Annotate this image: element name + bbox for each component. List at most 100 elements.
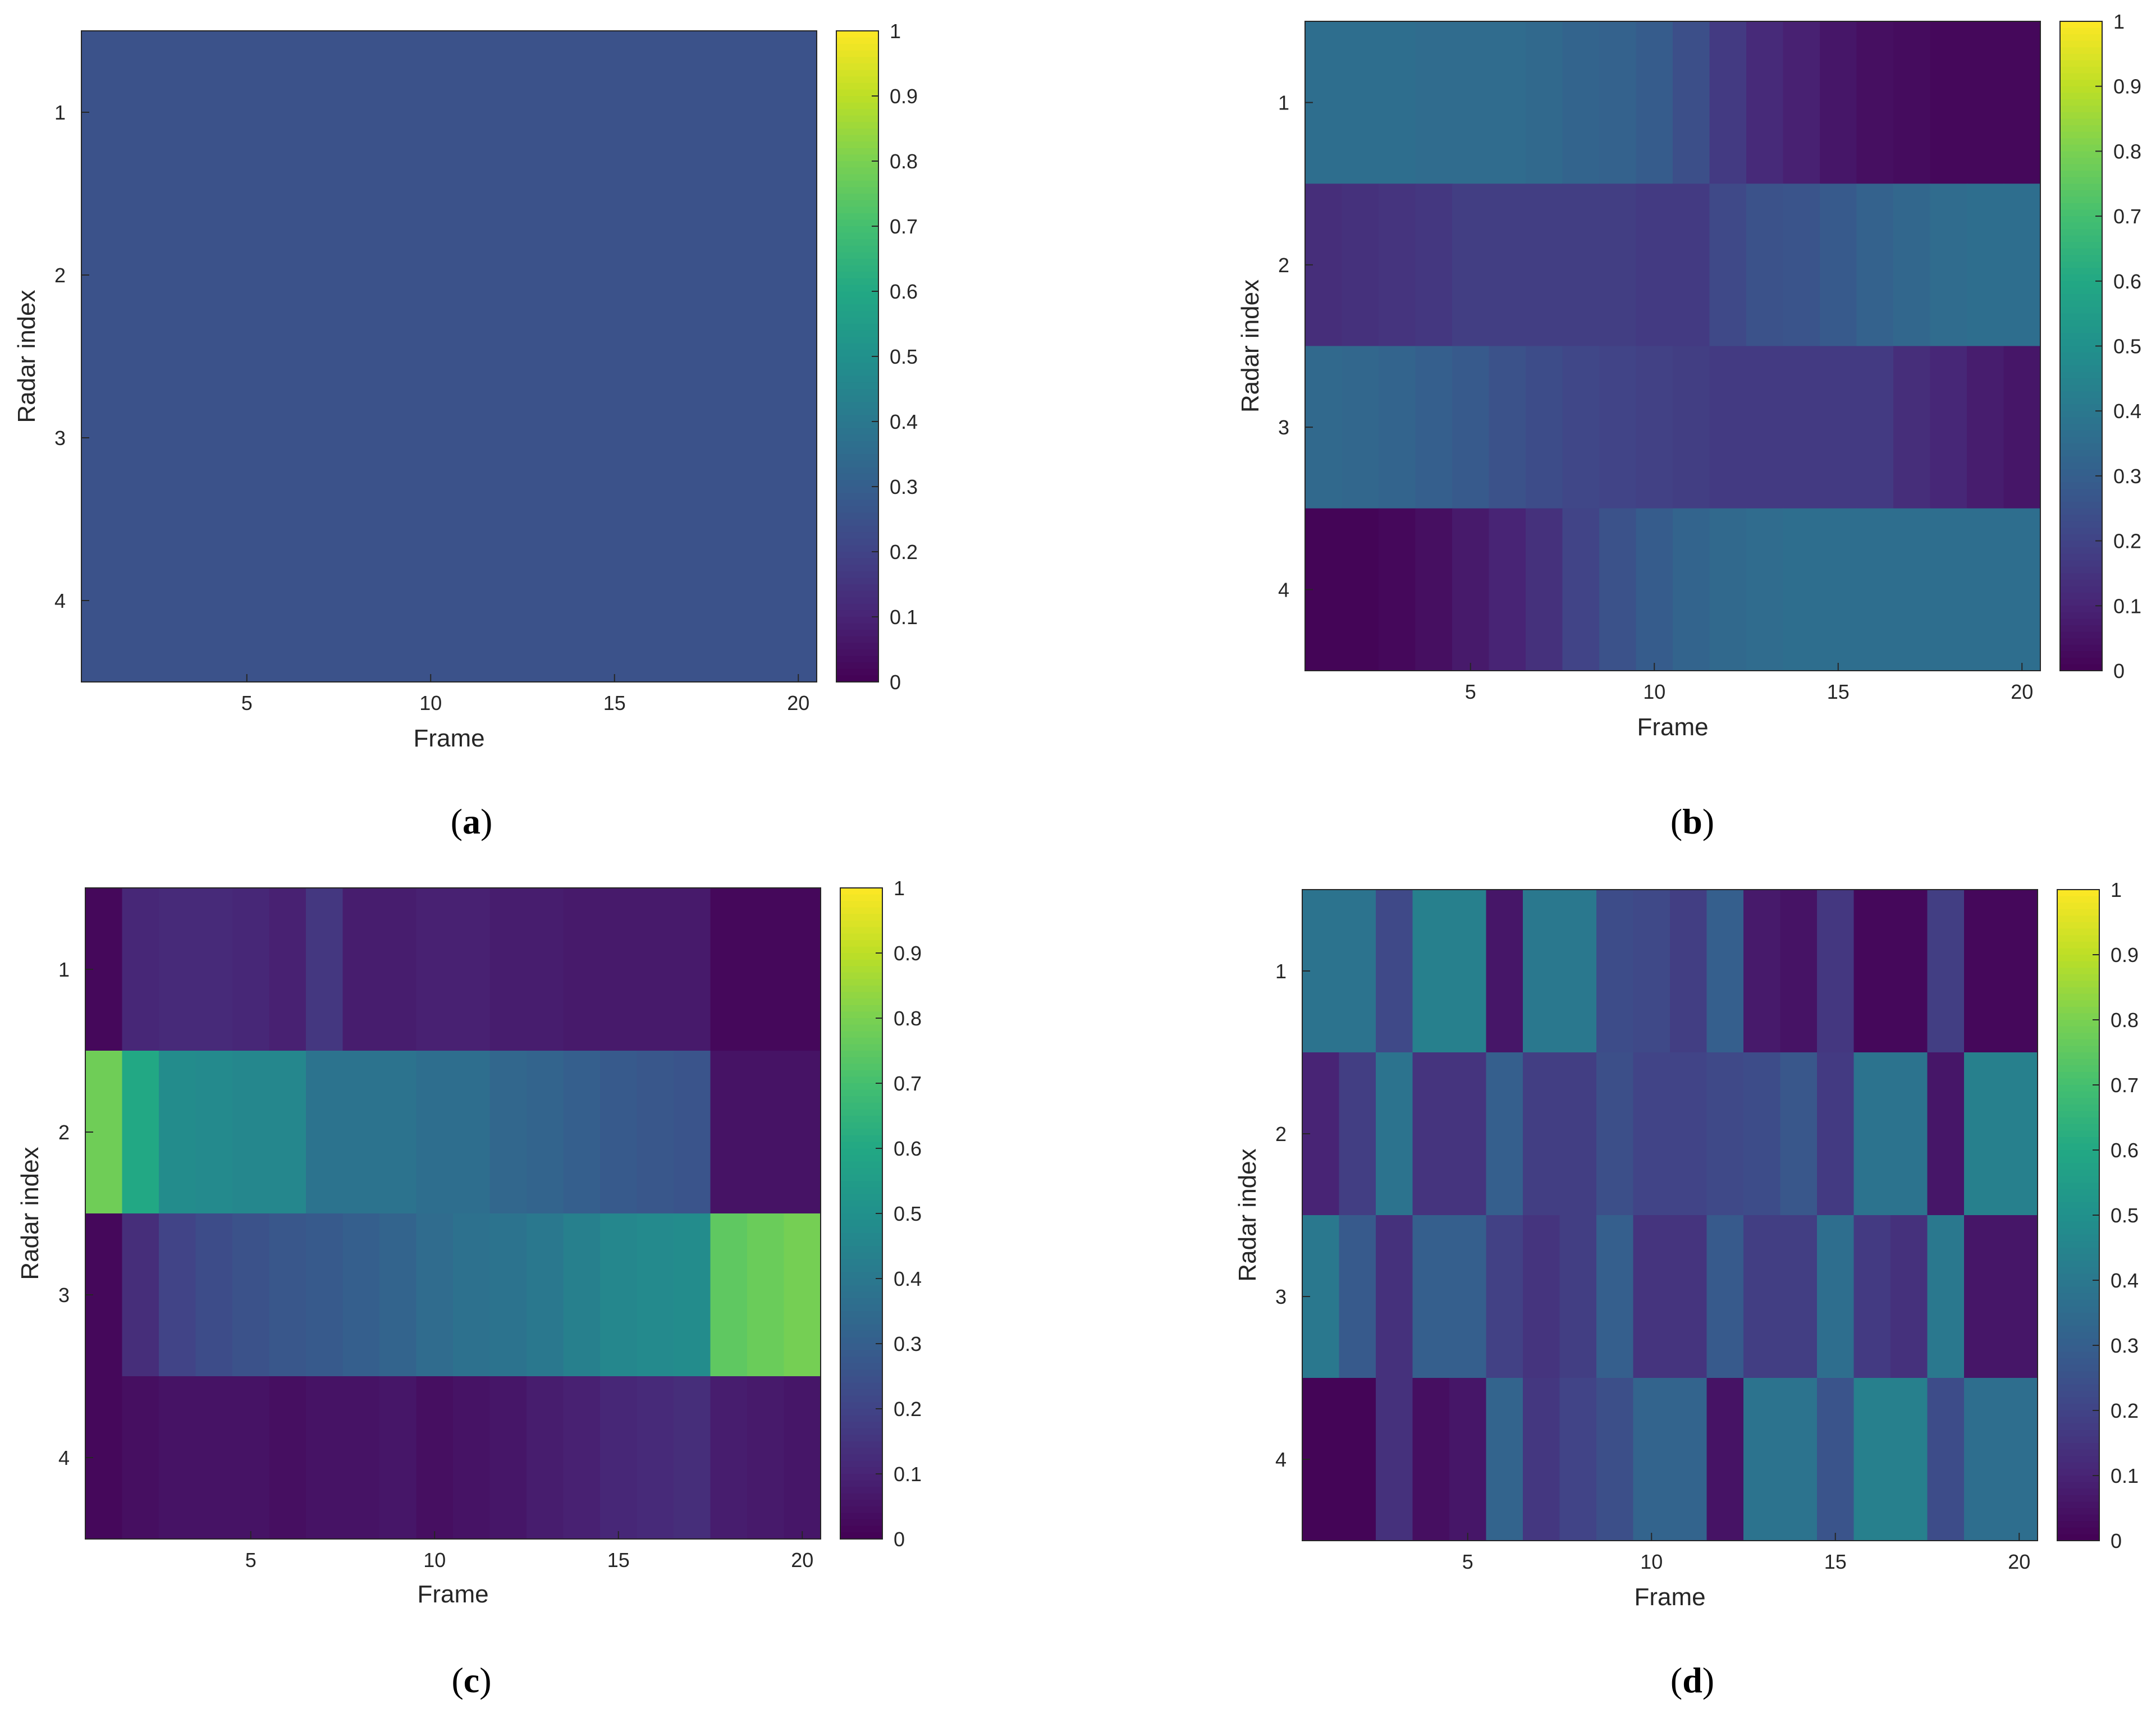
colorbar-tick-label: 0.7 (890, 215, 918, 238)
colorbar-segment (2060, 112, 2102, 120)
x-axis-label: Frame (1637, 713, 1708, 741)
colorbar-segment (2060, 489, 2102, 496)
colorbar-segment (2060, 631, 2102, 639)
heatmap-cell (1379, 21, 1416, 185)
heatmap-cell (228, 31, 266, 194)
colorbar-tick-label: 0.4 (2113, 400, 2141, 423)
colorbar-segment (2057, 948, 2099, 955)
colorbar-segment (840, 1324, 882, 1331)
colorbar-segment (840, 1506, 882, 1514)
colorbar-segment (840, 1089, 882, 1097)
colorbar-segment (2057, 1521, 2099, 1528)
colorbar-tick-label: 0.8 (890, 150, 918, 173)
heatmap-cell (670, 31, 707, 194)
colorbar-segment (2060, 482, 2102, 489)
colorbar-segment (2060, 86, 2102, 94)
colorbar-segment (2060, 612, 2102, 620)
heatmap-cell (1342, 184, 1379, 347)
colorbar-segment (836, 285, 878, 292)
colorbar-tick-label: 0.6 (2113, 270, 2141, 293)
heatmap-cell (453, 1376, 491, 1540)
y-tick-label: 3 (1278, 416, 1289, 439)
colorbar-segment (836, 265, 878, 272)
colorbar-segment (2057, 1449, 2099, 1456)
colorbar-segment (836, 552, 878, 559)
colorbar-tick-label: 0.1 (890, 606, 918, 629)
colorbar-segment (2057, 1006, 2099, 1014)
heatmap-cell (416, 1376, 454, 1540)
colorbar-segment (2060, 66, 2102, 74)
y-tick-label: 3 (1275, 1285, 1287, 1308)
colorbar-tick-label: 0.2 (894, 1398, 922, 1421)
colorbar-segment (2057, 896, 2099, 903)
heatmap-cell (306, 1376, 344, 1540)
colorbar-tick-label: 1 (2111, 878, 2122, 901)
heatmap-cell (1599, 184, 1637, 347)
colorbar-segment (840, 1102, 882, 1110)
colorbar-segment (836, 375, 878, 383)
colorbar-segment (2057, 1143, 2099, 1151)
colorbar-segment (2060, 515, 2102, 522)
colorbar-segment (840, 1239, 882, 1247)
colorbar-segment (840, 1076, 882, 1084)
colorbar-segment (836, 135, 878, 142)
colorbar-tick-label: 0.1 (2113, 594, 2141, 617)
colorbar-segment (840, 1220, 882, 1227)
heatmap-cell (1893, 508, 1931, 671)
colorbar-segment (2057, 1052, 2099, 1060)
colorbar-segment (836, 630, 878, 637)
colorbar-segment (2060, 47, 2102, 54)
colorbar-segment (836, 174, 878, 181)
colorbar-segment (2060, 99, 2102, 107)
colorbar-segment (2057, 1091, 2099, 1098)
heatmap-cell (1449, 1052, 1487, 1216)
heatmap-cells (85, 888, 821, 1540)
colorbar-segment (840, 1441, 882, 1449)
colorbar-segment (836, 356, 878, 364)
colorbar-segment (840, 1011, 882, 1019)
heatmap-cell (1893, 346, 1931, 509)
colorbar-segment (836, 434, 878, 442)
colorbar-segment (2057, 1306, 2099, 1313)
heatmap-cell (1452, 346, 1490, 509)
colorbar-segment (2057, 1274, 2099, 1281)
heatmap-cell (1673, 508, 1710, 671)
heatmap-cell (1820, 21, 1857, 185)
heatmap-cell (1449, 890, 1487, 1053)
heatmap-cell (302, 356, 340, 520)
heatmap-cells (81, 31, 817, 682)
colorbar-segment (2057, 993, 2099, 1001)
colorbar-segment (2060, 547, 2102, 555)
colorbar-segment (840, 1409, 882, 1416)
heatmap-cell (1706, 1052, 1744, 1216)
colorbar: 0 0.1 0.2 0.3 0.4 0.5 0.6 0.7 0.8 0.9 1 (836, 20, 918, 694)
colorbar-segment (2060, 411, 2102, 418)
colorbar-segment (2057, 1404, 2099, 1411)
colorbar-segment (2057, 1137, 2099, 1144)
colorbar-segment (840, 1395, 882, 1403)
colorbar-segment (2057, 1443, 2099, 1450)
heatmap-cell (1599, 508, 1637, 671)
colorbar-segment (2060, 125, 2102, 132)
heatmap-cell (559, 356, 597, 520)
colorbar-segment (840, 979, 882, 986)
colorbar-segment (840, 998, 882, 1006)
colorbar-segment (2060, 456, 2102, 464)
colorbar-segment (840, 1148, 882, 1156)
colorbar-segment (836, 506, 878, 514)
colorbar-segment (2060, 391, 2102, 398)
colorbar-segment (2057, 1267, 2099, 1275)
colorbar-segment (840, 1480, 882, 1487)
heatmap-cell (743, 356, 781, 520)
colorbar-segment (2057, 1462, 2099, 1470)
colorbar-segment (2060, 475, 2102, 483)
colorbar-segment (840, 1487, 882, 1494)
colorbar-segment (2057, 1313, 2099, 1320)
heatmap-cell (1670, 1378, 1708, 1541)
colorbar-segment (2060, 593, 2102, 600)
heatmap-cell (486, 194, 523, 357)
colorbar-segment (836, 415, 878, 422)
heatmap-cell (159, 888, 196, 1051)
heatmap-cell (1412, 1378, 1450, 1541)
heatmap-cell (523, 194, 560, 357)
